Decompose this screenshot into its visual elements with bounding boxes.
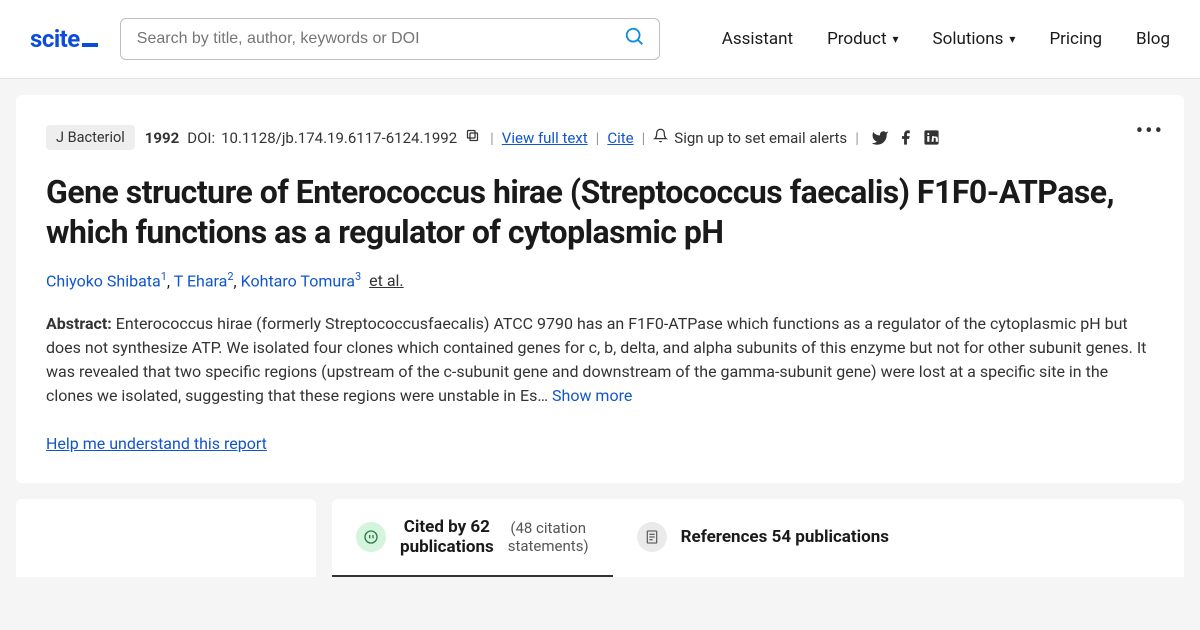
social-icons: [871, 129, 941, 147]
quote-icon: [356, 522, 386, 552]
authors-row: Chiyoko Shibata1, T Ehara2, Kohtaro Tomu…: [46, 270, 1154, 290]
help-understand-link[interactable]: Help me understand this report: [46, 434, 267, 453]
tabs-container: Cited by 62 publications (48 citation st…: [332, 499, 1184, 577]
meta-row: J Bacteriol 1992 DOI: 10.1128/jb.174.19.…: [46, 125, 1154, 150]
nav-product[interactable]: Product▾: [827, 29, 898, 49]
nav-blog[interactable]: Blog: [1136, 29, 1170, 49]
bell-icon[interactable]: [653, 128, 668, 147]
tab-references-text: References 54 publications: [681, 527, 889, 547]
et-al-link[interactable]: et al.: [369, 271, 404, 290]
article-card: ••• J Bacteriol 1992 DOI: 10.1128/jb.174…: [16, 95, 1184, 483]
author-link[interactable]: T Ehara: [174, 271, 228, 290]
separator: |: [596, 129, 600, 147]
nav-pricing[interactable]: Pricing: [1049, 29, 1102, 49]
cite-link[interactable]: Cite: [607, 129, 633, 147]
doi-label: DOI:: [187, 129, 215, 147]
abstract-label: Abstract:: [46, 314, 112, 333]
left-panel-placeholder: [16, 499, 316, 577]
document-icon: [637, 522, 667, 552]
tabs-row: Cited by 62 publications (48 citation st…: [16, 499, 1184, 577]
journal-badge[interactable]: J Bacteriol: [46, 125, 135, 150]
nav-assistant[interactable]: Assistant: [722, 29, 793, 49]
logo-underscore-icon: [82, 43, 98, 47]
facebook-icon[interactable]: [897, 129, 915, 147]
separator: |: [490, 129, 494, 147]
author-link[interactable]: Kohtaro Tomura: [241, 271, 355, 290]
search-icon[interactable]: [624, 26, 646, 52]
more-menu-icon[interactable]: •••: [1136, 119, 1164, 144]
show-more-link[interactable]: Show more: [552, 386, 632, 405]
year-text: 1992: [145, 129, 179, 147]
separator: |: [642, 129, 646, 147]
article-title: Gene structure of Enterococcus hirae (St…: [46, 172, 1154, 252]
search-input[interactable]: [120, 18, 660, 60]
nav-solutions[interactable]: Solutions▾: [933, 29, 1016, 49]
chevron-down-icon: ▾: [893, 32, 899, 46]
author-sup: 1: [161, 270, 167, 283]
tab-cited-by[interactable]: Cited by 62 publications (48 citation st…: [332, 499, 613, 577]
view-full-text-link[interactable]: View full text: [502, 129, 588, 147]
separator: |: [855, 129, 859, 147]
tab-sub-text: (48 citation statements): [508, 519, 589, 555]
top-header: scite Assistant Product▾ Solutions▾ Pric…: [0, 0, 1200, 79]
author-sup: 2: [227, 270, 233, 283]
twitter-icon[interactable]: [871, 129, 889, 147]
author-link[interactable]: Chiyoko Shibata: [46, 271, 161, 290]
tab-text: Cited by 62 publications: [400, 517, 494, 557]
author-sup: 3: [355, 270, 361, 283]
search-container: [120, 18, 660, 60]
doi-value: 10.1128/jb.174.19.6117-6124.1992: [221, 129, 457, 147]
logo-text: scite: [30, 25, 80, 53]
main-nav: Assistant Product▾ Solutions▾ Pricing Bl…: [722, 29, 1170, 49]
chevron-down-icon: ▾: [1009, 32, 1015, 46]
tab-references[interactable]: References 54 publications: [613, 499, 913, 577]
logo[interactable]: scite: [30, 25, 98, 53]
email-alerts-link[interactable]: Sign up to set email alerts: [674, 129, 847, 147]
linkedin-icon[interactable]: [923, 129, 941, 147]
copy-doi-icon[interactable]: [465, 128, 480, 147]
abstract-block: Abstract: Enterococcus hirae (formerly S…: [46, 312, 1154, 408]
